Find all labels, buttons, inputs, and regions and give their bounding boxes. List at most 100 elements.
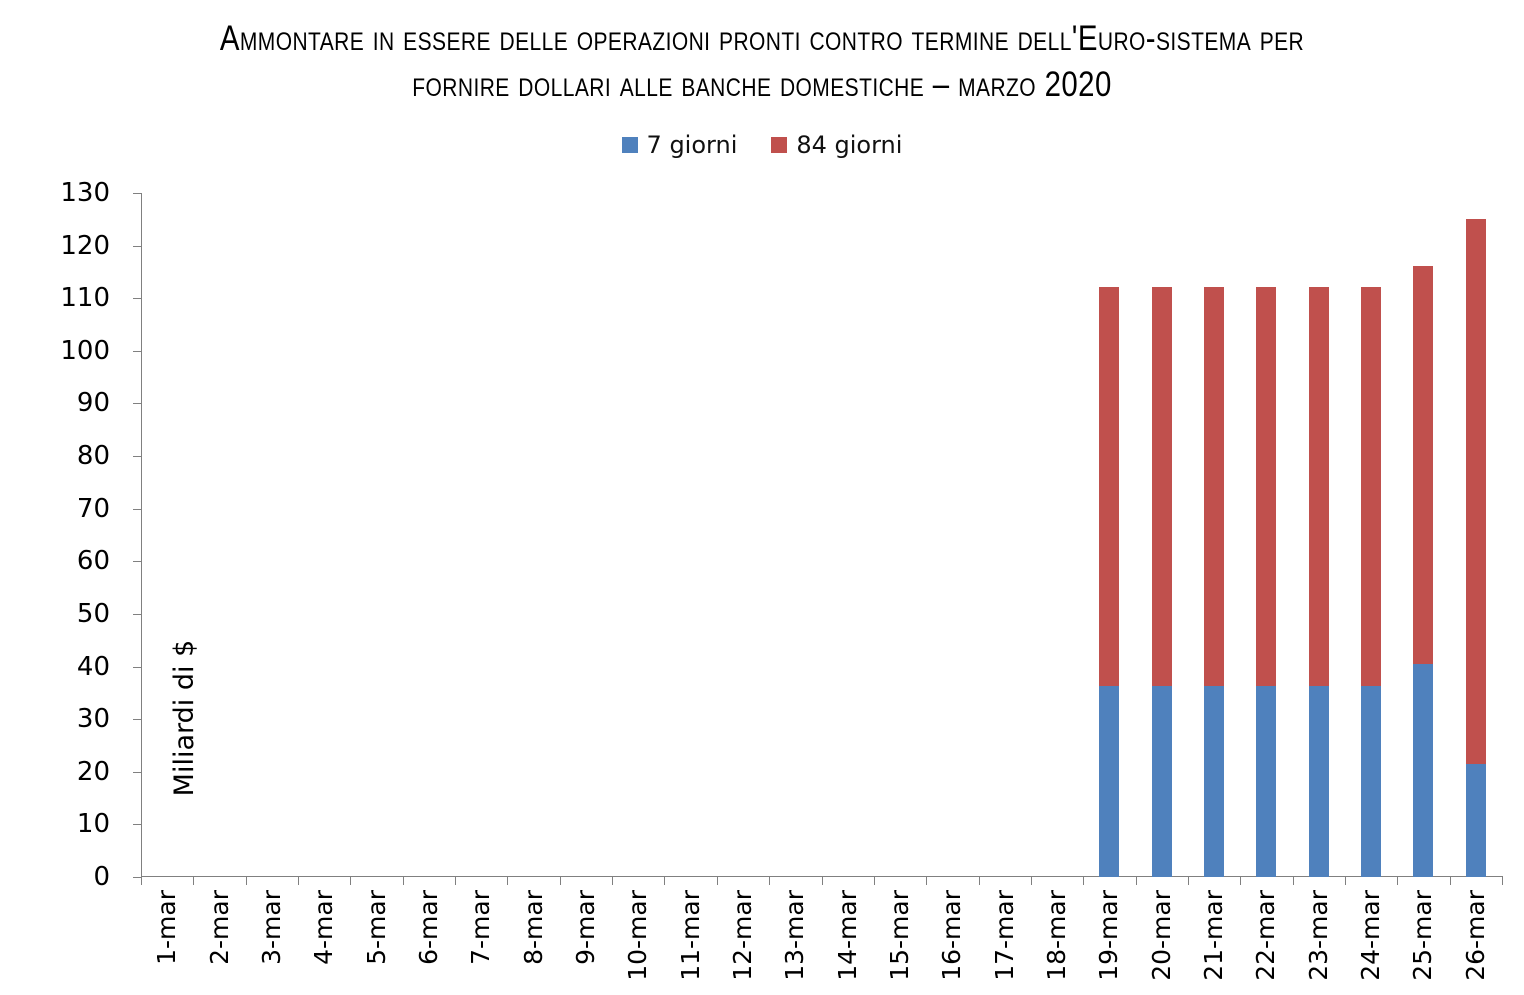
chart-title-line-2: fornire dollari alle banche domestiche –… (412, 65, 1112, 104)
bar-segment-7-giorni (1413, 664, 1434, 877)
bar-segment-84-giorni (1256, 287, 1277, 686)
x-tick (402, 877, 404, 885)
x-tick (664, 877, 666, 885)
x-tick (1135, 877, 1137, 885)
y-tick-label: 90 (76, 388, 110, 419)
bar-segment-84-giorni (1151, 287, 1172, 686)
x-tick (1030, 877, 1032, 885)
plot-area: Miliardi di $ 0 10 20 30 40 50 60 70 80 90 100 110 1… (60, 178, 1503, 981)
x-tick (1449, 877, 1451, 885)
bar-segment-84-giorni (1204, 287, 1225, 686)
x-tick (1187, 877, 1189, 885)
x-tick (193, 877, 195, 885)
x-tick-label: 21-mar (1199, 890, 1229, 981)
legend-item-84-giorni: 84 giorni (771, 131, 902, 159)
x-tick-label: 22-mar (1251, 890, 1281, 981)
bar-segment-84-giorni (1099, 287, 1120, 686)
y-tick (133, 561, 141, 563)
y-tick (133, 508, 141, 510)
bar-segment-7-giorni (1361, 686, 1382, 877)
x-tick-label: 20-mar (1146, 890, 1176, 981)
y-tick-label: 120 (60, 230, 110, 261)
x-tick (716, 877, 718, 885)
bar-segment-84-giorni (1308, 287, 1329, 686)
x-tick-label: 23-mar (1303, 890, 1333, 981)
y-tick (133, 877, 141, 878)
x-tick (1083, 877, 1085, 885)
x-tick (1344, 877, 1346, 885)
x-tick-label: 8-mar (518, 890, 548, 965)
x-tick-label: 12-mar (727, 890, 757, 981)
x-tick-label: 3-mar (256, 890, 286, 965)
x-tick-label: 4-mar (309, 890, 339, 965)
y-tick (133, 350, 141, 352)
x-tick-label: 26-mar (1460, 890, 1490, 981)
x-tick (559, 877, 561, 885)
x-tick (978, 877, 980, 885)
x-tick-label: 9-mar (570, 890, 600, 965)
y-axis-line (141, 193, 142, 878)
y-tick (133, 719, 141, 721)
x-tick (455, 877, 457, 885)
x-tick (1397, 877, 1399, 885)
y-tick-label: 80 (76, 441, 110, 472)
y-tick (133, 771, 141, 773)
y-tick-label: 10 (76, 809, 110, 840)
y-tick-label: 100 (60, 335, 110, 366)
x-tick-label: 5-mar (361, 890, 391, 965)
x-tick (769, 877, 771, 885)
x-tick (1502, 877, 1503, 885)
x-tick (141, 877, 142, 885)
x-tick-label: 10-mar (623, 890, 653, 981)
x-tick (245, 877, 247, 885)
x-tick-label: 1-mar (152, 890, 182, 965)
x-axis-line (141, 876, 1503, 877)
y-tick-label: 50 (76, 598, 110, 629)
x-tick-label: 15-mar (885, 890, 915, 981)
bar-segment-84-giorni (1413, 265, 1434, 665)
bar-segment-7-giorni (1099, 686, 1120, 877)
x-tick-label: 16-mar (937, 890, 967, 981)
x-tick-label: 18-mar (1042, 890, 1072, 981)
x-tick-label: 24-mar (1356, 890, 1386, 981)
x-tick (821, 877, 823, 885)
x-tick (350, 877, 352, 885)
y-tick-label: 110 (60, 283, 110, 314)
bar-segment-7-giorni (1308, 686, 1329, 877)
y-tick (133, 193, 141, 194)
x-tick (507, 877, 509, 885)
y-tick (133, 666, 141, 668)
y-tick-label: 30 (76, 704, 110, 735)
x-tick (873, 877, 875, 885)
y-tick-label: 20 (76, 756, 110, 787)
x-tick-label: 19-mar (1094, 890, 1124, 981)
x-tick-label: 2-mar (204, 890, 234, 965)
x-tick (612, 877, 614, 885)
y-axis-title: Miliardi di $ (169, 639, 200, 797)
legend-swatch-84-giorni-icon (771, 137, 788, 153)
bar-segment-7-giorni (1151, 686, 1172, 877)
y-tick-label: 60 (76, 546, 110, 577)
bar-segment-84-giorni (1361, 287, 1382, 686)
bar-segment-7-giorni (1256, 686, 1277, 877)
legend-label-84-giorni: 84 giorni (796, 131, 903, 159)
y-tick-label: 40 (76, 651, 110, 682)
bar-segment-84-giorni (1465, 218, 1486, 764)
chart-title: Ammontare in essere delle operazioni pro… (0, 16, 1524, 108)
x-tick (1240, 877, 1242, 885)
x-tick-label: 14-mar (832, 890, 862, 981)
chart-title-line-1: Ammontare in essere delle operazioni pro… (219, 19, 1305, 58)
bar-segment-7-giorni (1204, 686, 1225, 877)
legend: 7 giorni 84 giorni (0, 131, 1524, 159)
y-tick (133, 613, 141, 615)
x-tick-label: 17-mar (989, 890, 1019, 981)
x-tick-label: 7-mar (466, 890, 496, 965)
x-tick (926, 877, 928, 885)
y-tick-label: 0 (93, 862, 110, 892)
x-tick-label: 25-mar (1408, 890, 1438, 981)
legend-swatch-7-giorni-icon (621, 137, 638, 153)
y-tick (133, 298, 141, 300)
y-tick-label: 130 (60, 178, 110, 208)
x-tick-label: 11-mar (675, 890, 705, 981)
